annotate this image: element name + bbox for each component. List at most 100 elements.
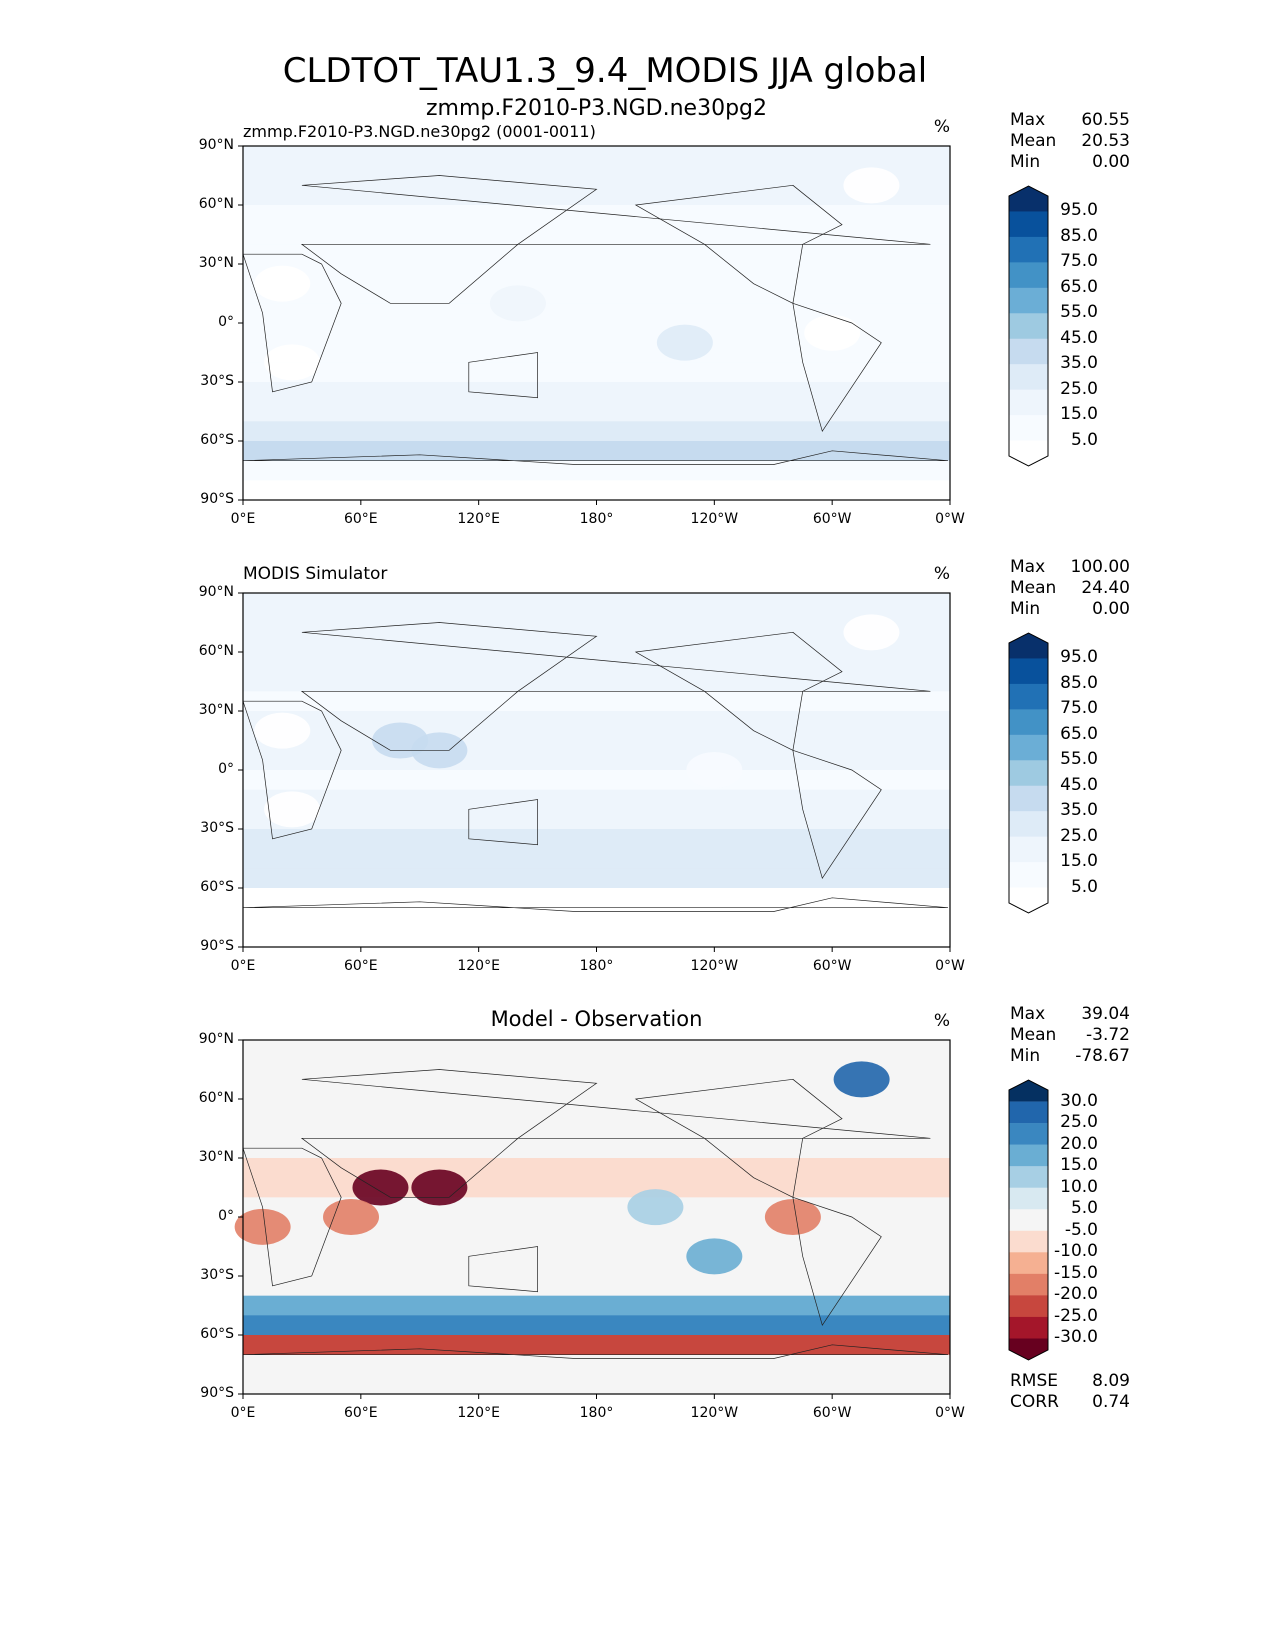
panel-center-title: Model - Observation xyxy=(490,1007,703,1031)
colorbar-tick-label: 5.0 xyxy=(1070,1198,1098,1219)
colorbar-bin xyxy=(1009,1166,1048,1188)
coastline xyxy=(792,302,882,433)
colorbar-tick-label: 55.0 xyxy=(1060,302,1098,323)
x-tick-label: 0°E xyxy=(230,1405,256,1421)
x-tick-label: 180° xyxy=(579,958,614,974)
zonal-band xyxy=(243,264,950,285)
colorbar-tick-label: 15.0 xyxy=(1060,1155,1098,1176)
y-tick-label: 0° xyxy=(218,314,234,330)
x-tick-label: 120°W xyxy=(690,511,739,527)
y-tick-label: 90°S xyxy=(200,1385,234,1401)
zonal-band xyxy=(243,652,950,673)
colorbar-tick-label: -15.0 xyxy=(1054,1262,1098,1283)
zonal-band xyxy=(243,303,950,324)
stat-label-max: Max xyxy=(1010,1004,1046,1024)
zonal-band xyxy=(243,1059,950,1080)
coastline xyxy=(468,799,538,846)
zonal-band xyxy=(243,1256,950,1277)
colorbar-bin xyxy=(1009,1252,1048,1275)
colorbar-bin xyxy=(1009,760,1048,787)
x-tick-label: 180° xyxy=(579,511,614,527)
y-tick-label: 30°S xyxy=(200,820,234,836)
stat-value-corr: 0.74 xyxy=(1092,1392,1130,1412)
y-tick-label: 0° xyxy=(218,761,234,777)
field-feature xyxy=(656,324,713,361)
map-panel-1 xyxy=(238,592,1049,952)
colorbar-bin xyxy=(1009,1230,1048,1253)
coastline xyxy=(792,1196,882,1327)
field-feature xyxy=(323,1199,380,1235)
zonal-band xyxy=(243,671,950,692)
field-feature xyxy=(411,1169,468,1206)
colorbar-extend-bottom xyxy=(1009,440,1048,466)
coastline xyxy=(242,1147,342,1287)
x-tick-label: 180° xyxy=(579,1405,614,1421)
zonal-band xyxy=(243,848,950,869)
colorbar-bin xyxy=(1009,262,1048,289)
zonal-band xyxy=(243,1354,950,1375)
colorbar-extend-top xyxy=(1009,1080,1048,1102)
zonal-band xyxy=(243,593,950,614)
zonal-band xyxy=(243,1040,950,1061)
y-tick-label: 30°N xyxy=(198,255,234,271)
colorbar-extend-bottom xyxy=(1009,887,1048,913)
colorbar-tick-label: 30.0 xyxy=(1060,1090,1098,1111)
y-tick-label: 0° xyxy=(218,1208,234,1224)
field-feature xyxy=(686,752,743,788)
colorbar-tick-label: 85.0 xyxy=(1060,225,1098,246)
colorbar-extend-top xyxy=(1009,633,1048,659)
stat-label-max: Max xyxy=(1010,557,1046,577)
colorbar-bin xyxy=(1009,811,1048,837)
zonal-band xyxy=(243,1099,950,1120)
x-tick-label: 120°E xyxy=(457,1405,500,1421)
stat-label-mean: Mean xyxy=(1010,578,1057,598)
x-tick-label: 0°W xyxy=(935,1405,965,1421)
colorbar-tick-label: 75.0 xyxy=(1060,698,1098,719)
x-tick-label: 120°W xyxy=(690,1405,739,1421)
colorbar-tick-label: 10.0 xyxy=(1060,1176,1098,1197)
colorbar-tick-label: -5.0 xyxy=(1064,1219,1098,1240)
x-tick-label: 60°E xyxy=(343,1405,378,1421)
colorbar-bin xyxy=(1009,836,1048,863)
coastline xyxy=(242,1344,949,1359)
stat-label-corr: CORR xyxy=(1010,1392,1059,1412)
stat-value-max: 60.55 xyxy=(1081,110,1130,130)
coastline xyxy=(242,253,342,393)
zonal-band xyxy=(243,1374,950,1395)
colorbar-outline xyxy=(1008,632,1049,914)
stat-label-min: Min xyxy=(1010,152,1041,172)
zonal-band xyxy=(243,421,950,442)
zonal-band xyxy=(243,1118,950,1139)
zonal-band xyxy=(243,888,950,909)
zonal-band xyxy=(243,362,950,383)
zonal-band xyxy=(243,730,950,751)
panel-left-title: zmmp.F2010-P3.NGD.ne30pg2 (0001-0011) xyxy=(243,122,596,141)
colorbar-bin xyxy=(1009,734,1048,761)
colorbar-tick-label: 25.0 xyxy=(1060,1112,1098,1133)
colorbar-bin xyxy=(1009,1273,1048,1296)
map-panel-2 xyxy=(234,1039,1049,1399)
colorbar-bin xyxy=(1009,1144,1048,1167)
zonal-band xyxy=(243,789,950,810)
colorbar-bin xyxy=(1009,785,1048,812)
y-tick-label: 90°S xyxy=(200,491,234,507)
x-tick-label: 60°W xyxy=(812,958,852,974)
colorbar-tick-label: 5.0 xyxy=(1070,429,1098,450)
field-feature xyxy=(234,1208,291,1245)
stat-value-min: 0.00 xyxy=(1092,599,1130,619)
map-panel-0 xyxy=(238,145,1049,505)
stat-label-min: Min xyxy=(1010,599,1041,619)
zonal-band xyxy=(243,441,950,462)
colorbar-tick-label: 45.0 xyxy=(1060,327,1098,348)
x-tick-label: 0°E xyxy=(230,958,256,974)
zonal-band xyxy=(243,632,950,653)
colorbar-bin xyxy=(1009,1187,1048,1210)
colorbar-tick-label: 15.0 xyxy=(1060,851,1098,872)
zonal-band xyxy=(243,711,950,732)
colorbar-tick-label: 95.0 xyxy=(1060,647,1098,668)
coastline xyxy=(242,450,949,465)
units-label: % xyxy=(933,1011,950,1031)
stat-label-min: Min xyxy=(1010,1046,1041,1066)
coastline xyxy=(300,622,931,751)
